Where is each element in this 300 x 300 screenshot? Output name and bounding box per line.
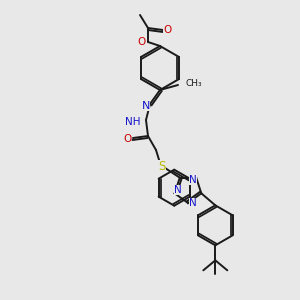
Text: N: N xyxy=(189,175,197,185)
Text: CH₃: CH₃ xyxy=(186,80,202,88)
Text: S: S xyxy=(158,160,166,172)
Text: O: O xyxy=(163,25,171,35)
Text: N: N xyxy=(142,101,150,111)
Text: N: N xyxy=(189,198,197,208)
Text: NH: NH xyxy=(125,117,141,127)
Text: N: N xyxy=(174,185,182,195)
Text: O: O xyxy=(138,37,146,47)
Text: O: O xyxy=(123,134,131,144)
